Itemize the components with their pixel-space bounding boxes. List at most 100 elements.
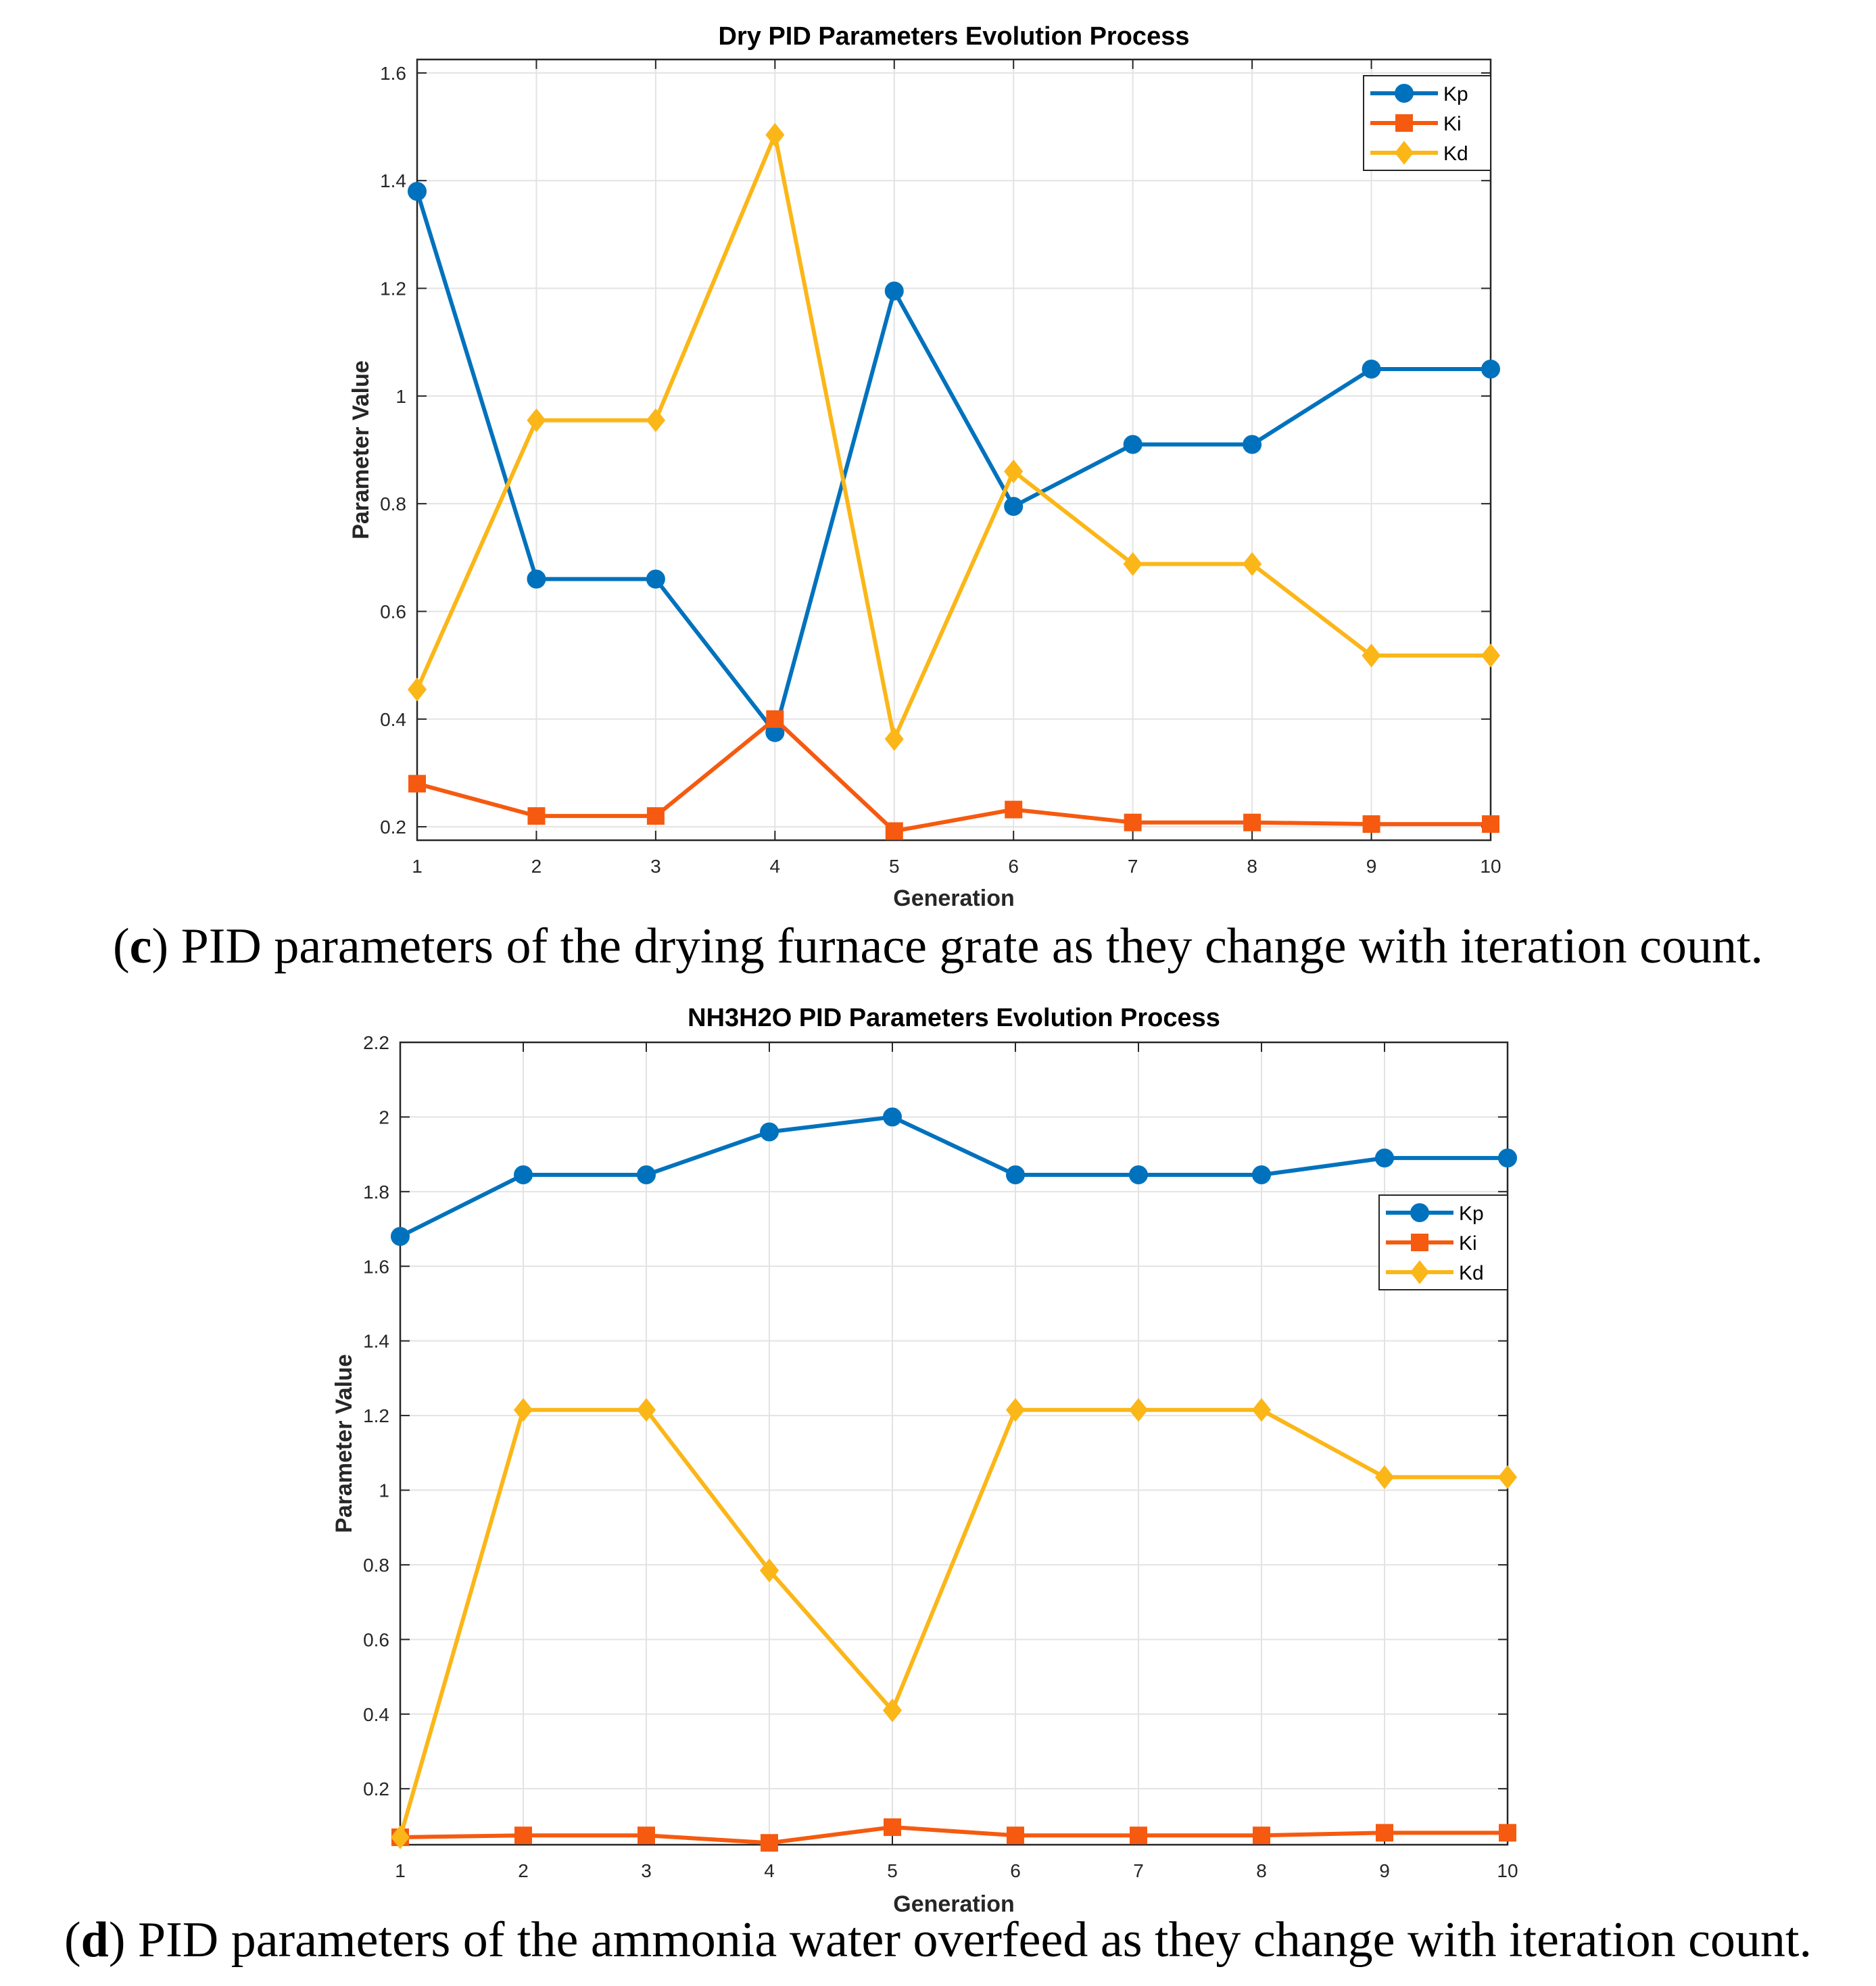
series-kd-point xyxy=(882,1698,903,1722)
y-tick-label: 1.8 xyxy=(363,1182,389,1203)
x-tick-label: 1 xyxy=(395,1860,406,1881)
series-ki-point xyxy=(1130,1826,1147,1845)
x-axis-label: Generation xyxy=(893,886,1014,911)
series-kp-line xyxy=(399,1115,1508,1238)
caption-d-text: ) PID parameters of the ammonia water ov… xyxy=(108,1912,1812,1968)
chart-dry-pid: 1 2 3 4 5 6 7 8 9 10 0.2 0.4 0.6 0.8 1 1.2 1.4 1.6 Dry PID… xyxy=(348,22,1501,911)
series-ki-point xyxy=(1124,813,1142,831)
series-kd-point xyxy=(636,1398,656,1422)
series-ki-point xyxy=(638,1826,655,1845)
series-ki-point xyxy=(1005,800,1023,819)
series-kp-point xyxy=(1362,360,1381,379)
legend-kd-marker xyxy=(1394,141,1414,165)
y-tick-label: 1.2 xyxy=(380,278,406,299)
series-kp-point xyxy=(1123,435,1143,454)
legend-kd-marker xyxy=(1410,1260,1430,1284)
series-kp-point xyxy=(646,569,665,589)
plot-area xyxy=(417,59,1491,840)
x-tick-label: 10 xyxy=(1480,856,1501,877)
y-tick-label: 1.4 xyxy=(363,1331,389,1352)
axes-box xyxy=(416,58,1492,842)
legend-ki-marker xyxy=(1411,1234,1428,1251)
x-tick-label: 3 xyxy=(650,856,661,877)
legend-kp-label: Kp xyxy=(1443,83,1468,105)
caption-d: (d) PID parameters of the ammonia water … xyxy=(64,1912,1812,1968)
series-kd-point xyxy=(1251,1398,1272,1422)
series-kd-point xyxy=(1481,644,1501,668)
y-tick-label: 0.2 xyxy=(380,817,406,838)
x-tick-label: 9 xyxy=(1379,1860,1390,1881)
legend-ki-marker xyxy=(1395,114,1413,132)
series-ki-point xyxy=(1482,815,1499,833)
legend-kp-marker xyxy=(1410,1203,1429,1222)
series-kp-point xyxy=(1481,360,1500,379)
x-tick-label: 5 xyxy=(887,1860,898,1881)
legend-kp-label: Kp xyxy=(1459,1203,1484,1225)
series-ki-point xyxy=(761,1834,778,1852)
y-tick-label: 0.2 xyxy=(363,1778,389,1799)
series-ki-point xyxy=(885,822,903,840)
chart-title: Dry PID Parameters Evolution Process xyxy=(719,22,1190,51)
y-tick-label: 2.2 xyxy=(363,1032,389,1053)
x-tick-label: 4 xyxy=(764,1860,775,1881)
y-tick-label: 1.6 xyxy=(363,1256,389,1277)
series-ki-point xyxy=(1362,815,1380,833)
series-ki-point xyxy=(766,710,784,728)
series-kp-point xyxy=(1498,1148,1517,1168)
series-ki-point xyxy=(514,1826,532,1845)
caption-c-letter: c xyxy=(129,919,152,974)
x-tick-label: 8 xyxy=(1256,1860,1267,1881)
y-tick-label: 0.4 xyxy=(380,709,406,730)
y-tick-label: 0.4 xyxy=(363,1704,389,1725)
series-kp-line xyxy=(415,191,1491,735)
chart-title: NH3H2O PID Parameters Evolution Process xyxy=(688,1004,1220,1032)
caption-c: (c) PID parameters of the drying furnace… xyxy=(112,919,1764,974)
x-tick-label: 7 xyxy=(1133,1860,1144,1881)
series-kp-point xyxy=(760,1122,779,1142)
y-tick-label: 1 xyxy=(379,1480,389,1501)
series-kd-point xyxy=(1123,552,1143,576)
series-kd-point xyxy=(1128,1398,1149,1422)
series-kp-point xyxy=(527,569,546,589)
x-tick-label: 9 xyxy=(1366,856,1377,877)
series-ki-point xyxy=(527,807,546,825)
legend-kp-marker xyxy=(1395,84,1414,103)
series-kd-line xyxy=(398,1407,1508,1838)
caption-d-letter: d xyxy=(80,1912,109,1968)
x-tick-label: 10 xyxy=(1497,1860,1518,1881)
x-tick-label: 2 xyxy=(518,1860,529,1881)
series-ki-point xyxy=(1253,1826,1270,1845)
y-tick-label: 0.8 xyxy=(380,493,406,514)
series-kd-point xyxy=(390,1825,410,1849)
series-kd-point xyxy=(1005,1398,1026,1422)
axes-box xyxy=(399,1041,1509,1846)
legend-kd-label: Kd xyxy=(1443,143,1468,165)
y-tick-label: 1.6 xyxy=(380,63,406,84)
series-kp-point xyxy=(884,281,904,301)
x-tick-label: 6 xyxy=(1010,1860,1021,1881)
y-tick-label: 1.4 xyxy=(380,170,406,191)
legend-kd-label: Kd xyxy=(1459,1262,1484,1284)
series-kp-point xyxy=(1243,435,1262,454)
y-axis-label: Parameter Value xyxy=(331,1354,357,1533)
series-kd-point xyxy=(884,727,904,751)
series-kd-point xyxy=(759,1558,779,1582)
series-kp-point xyxy=(1129,1165,1148,1184)
legend-ki-label: Ki xyxy=(1459,1232,1477,1255)
series-kp-point xyxy=(1375,1148,1394,1168)
series-ki-line xyxy=(400,1825,1508,1845)
series-ki-point xyxy=(884,1818,901,1837)
series-kp-point xyxy=(883,1107,902,1127)
x-axis-label: Generation xyxy=(893,1891,1014,1917)
series-kp-point xyxy=(514,1165,533,1184)
x-tick-label: 2 xyxy=(531,856,542,877)
x-tick-label: 4 xyxy=(770,856,781,877)
y-tick-label: 0.6 xyxy=(380,601,406,622)
series-kp-point xyxy=(408,182,427,201)
series-kp-point xyxy=(1004,497,1024,516)
series-ki-point xyxy=(1499,1824,1516,1842)
series-kd-point xyxy=(765,122,785,147)
y-tick-label: 0.6 xyxy=(363,1629,389,1650)
series-ki-point xyxy=(1007,1826,1024,1845)
